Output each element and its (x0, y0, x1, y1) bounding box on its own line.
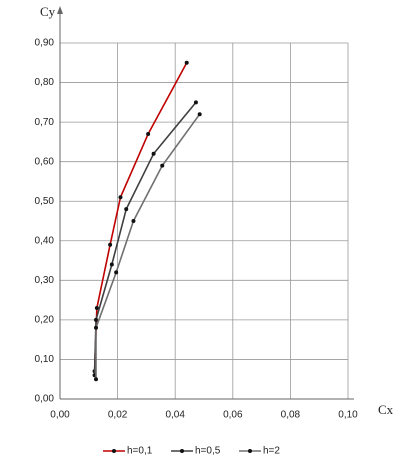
y-tick-label: 0,60 (35, 156, 55, 167)
x-tick-label: 0,00 (50, 410, 70, 421)
point (151, 151, 156, 156)
point (184, 60, 189, 65)
x-tick-label: 0,02 (108, 410, 128, 421)
point (94, 306, 99, 311)
point (197, 112, 202, 117)
y-tick-label: 0,10 (35, 354, 55, 365)
legend-label: h=0,1 (127, 446, 153, 457)
point (160, 163, 165, 168)
x-tick-label: 0,08 (281, 410, 301, 421)
point (94, 317, 98, 322)
point (193, 100, 198, 105)
x-axis-label: Cx (378, 402, 394, 417)
legend-marker (248, 449, 252, 453)
y-tick-label: 0,20 (35, 315, 55, 326)
x-tick-label: 0,06 (223, 410, 243, 421)
legend-label: h=2 (263, 446, 280, 457)
point (94, 377, 98, 382)
point (108, 242, 113, 247)
point (146, 131, 151, 136)
point (118, 195, 123, 200)
y-tick-label: 0,30 (35, 275, 55, 286)
series-line (93, 101, 197, 376)
y-axis-label: Cy (40, 4, 56, 19)
legend-label: h=0,5 (195, 446, 221, 457)
point (131, 219, 136, 223)
y-tick-label: 0,90 (35, 38, 55, 49)
point (94, 325, 98, 330)
x-tick-label: 0,10 (338, 410, 358, 421)
point (114, 270, 119, 275)
y-tick-label: 0,00 (35, 394, 55, 405)
point (124, 207, 129, 212)
y-tick-label: 0,40 (35, 235, 55, 246)
y-tick-label: 0,70 (35, 117, 55, 128)
legend-marker (180, 449, 184, 453)
series-line (93, 62, 188, 372)
y-tick-label: 0,50 (35, 196, 55, 207)
point (109, 262, 114, 267)
x-tick-label: 0,04 (165, 410, 185, 421)
legend-marker (112, 449, 116, 453)
series-line (95, 113, 201, 380)
y-axis-arrow (57, 6, 63, 14)
y-tick-label: 0,80 (35, 77, 55, 88)
